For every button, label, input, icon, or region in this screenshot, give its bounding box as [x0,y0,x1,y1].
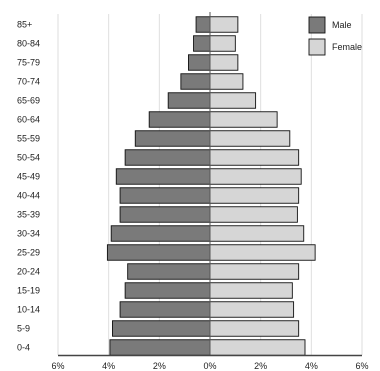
bars [106,16,316,356]
bar-female [209,168,302,185]
bar-male [109,339,211,356]
y-tick-label: 15-19 [17,286,40,296]
y-tick-label: 45-49 [17,172,40,182]
axes [58,12,362,357]
bar-female [209,282,293,299]
bar-female [209,339,306,356]
y-tick-label: 10-14 [17,305,40,315]
bar-male [112,320,211,337]
y-tick-label: 25-29 [17,248,40,258]
y-tick-label: 85+ [17,20,32,30]
bar-female [209,206,298,223]
y-tick-labels: 0-4 5-9 10-14 15-19 20-24 25-29 30-34 35-39 40-4… [17,20,40,353]
legend-swatch-female [308,38,326,56]
y-tick-label: 75-79 [17,58,40,68]
y-tick-label: 30-34 [17,229,40,239]
bar-male [127,263,211,280]
bar-female [209,187,300,204]
x-tick-label: 2% [153,361,166,371]
legend: Male Female [308,16,362,56]
bar-male [148,111,211,128]
bar-female [209,54,239,71]
x-tick-label: 0% [203,361,216,371]
x-tick-label: 6% [51,361,64,371]
legend-label-male: Male [332,20,352,30]
bar-male [167,92,211,109]
bar-female [209,301,295,318]
bar-female [209,35,236,52]
legend-swatch-male [308,16,326,34]
y-tick-label: 50-54 [17,153,40,163]
x-tick-labels: 6% 4% 2% 0% 2% 4% 6% [51,361,368,371]
y-tick-label: 20-24 [17,267,40,277]
bar-male [119,206,211,223]
bar-male [195,16,211,33]
bar-female [209,16,239,33]
bar-male [110,225,211,242]
bar-female [209,149,300,166]
bar-male [119,187,211,204]
y-tick-label: 65-69 [17,96,40,106]
y-tick-label: 5-9 [17,324,30,334]
y-tick-label: 40-44 [17,191,40,201]
y-tick-label: 35-39 [17,210,40,220]
y-tick-label: 60-64 [17,115,40,125]
bar-female [209,244,316,261]
bar-male [119,301,211,318]
bar-male [106,244,211,261]
x-tick-label: 2% [254,361,267,371]
legend-label-female: Female [332,42,362,52]
bar-female [209,263,300,280]
bar-female [209,130,291,147]
x-tick-label: 4% [305,361,318,371]
bar-male [124,282,211,299]
y-tick-label: 80-84 [17,39,40,49]
bar-female [209,225,305,242]
y-tick-label: 55-59 [17,134,40,144]
x-tick-label: 4% [102,361,115,371]
bar-female [209,111,278,128]
y-tick-label: 0-4 [17,343,30,353]
bar-male [193,35,211,52]
bar-male [134,130,211,147]
bar-female [209,73,244,90]
bar-male [115,168,211,185]
bar-male [124,149,211,166]
bar-female [209,92,257,109]
y-tick-label: 70-74 [17,77,40,87]
bar-male [180,73,211,90]
bar-male [188,54,211,71]
x-tick-label: 6% [355,361,368,371]
bar-female [209,320,300,337]
